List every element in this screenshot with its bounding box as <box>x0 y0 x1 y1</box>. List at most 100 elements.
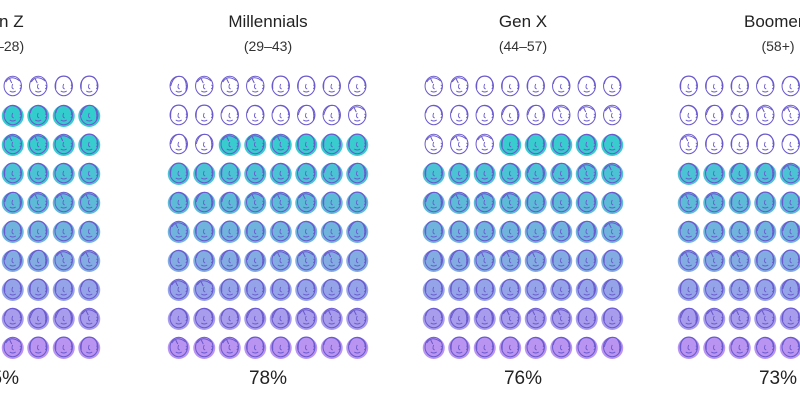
empty-person-icon <box>195 104 214 126</box>
filled-person-icon <box>524 162 547 185</box>
empty-person-icon <box>679 104 698 126</box>
filled-person-icon <box>244 336 267 359</box>
filled-person-icon <box>320 307 343 330</box>
empty-person-icon <box>297 104 316 126</box>
filled-person-icon <box>269 133 292 156</box>
empty-person-icon <box>246 104 265 126</box>
filled-person-icon <box>27 307 50 330</box>
filled-person-icon <box>346 220 369 243</box>
filled-person-icon <box>422 249 445 272</box>
panel-age-range: (58+) <box>761 38 795 54</box>
filled-person-icon <box>167 336 190 359</box>
filled-person-icon <box>52 104 75 127</box>
empty-person-icon <box>195 75 214 97</box>
filled-person-icon <box>422 191 445 214</box>
empty-person-icon <box>603 75 622 97</box>
filled-person-icon <box>193 278 216 301</box>
filled-person-icon <box>78 162 101 185</box>
filled-person-icon <box>728 191 751 214</box>
filled-person-icon <box>575 133 598 156</box>
filled-person-icon <box>422 220 445 243</box>
filled-person-icon <box>218 162 241 185</box>
filled-person-icon <box>1 278 24 301</box>
filled-person-icon <box>779 249 800 272</box>
filled-person-icon <box>269 162 292 185</box>
filled-person-icon <box>269 191 292 214</box>
filled-person-icon <box>779 307 800 330</box>
filled-person-icon <box>193 336 216 359</box>
empty-person-icon <box>781 133 800 155</box>
filled-person-icon <box>295 278 318 301</box>
filled-person-icon <box>346 278 369 301</box>
filled-person-icon <box>27 191 50 214</box>
filled-person-icon <box>320 162 343 185</box>
filled-person-icon <box>677 249 700 272</box>
panel-percent-label: 85% <box>0 368 20 389</box>
filled-person-icon <box>448 307 471 330</box>
empty-person-icon <box>297 75 316 97</box>
empty-person-icon <box>220 75 239 97</box>
filled-person-icon <box>1 249 24 272</box>
empty-person-icon <box>552 75 571 97</box>
filled-person-icon <box>1 336 24 359</box>
filled-person-icon <box>728 278 751 301</box>
empty-person-icon <box>526 75 545 97</box>
filled-person-icon <box>754 191 777 214</box>
filled-person-icon <box>295 133 318 156</box>
filled-person-icon <box>244 191 267 214</box>
filled-person-icon <box>78 133 101 156</box>
panel-title: Gen X <box>498 12 548 31</box>
filled-person-icon <box>218 278 241 301</box>
empty-person-icon <box>679 133 698 155</box>
empty-person-icon <box>246 75 265 97</box>
filled-person-icon <box>524 133 547 156</box>
filled-person-icon <box>601 249 624 272</box>
empty-person-icon <box>475 75 494 97</box>
empty-person-icon <box>450 104 469 126</box>
empty-person-icon <box>501 75 520 97</box>
empty-person-icon <box>577 104 596 126</box>
icon-grid <box>677 75 800 359</box>
empty-person-icon <box>450 133 469 155</box>
generation-panel: Boomers (58+) 73% <box>668 0 800 400</box>
filled-person-icon <box>346 191 369 214</box>
filled-person-icon <box>52 249 75 272</box>
filled-person-icon <box>295 249 318 272</box>
filled-person-icon <box>703 162 726 185</box>
filled-person-icon <box>193 191 216 214</box>
filled-person-icon <box>52 336 75 359</box>
filled-person-icon <box>422 162 445 185</box>
empty-person-icon <box>424 75 443 97</box>
filled-person-icon <box>677 278 700 301</box>
filled-person-icon <box>524 249 547 272</box>
filled-person-icon <box>575 220 598 243</box>
filled-person-icon <box>1 133 24 156</box>
filled-person-icon <box>728 220 751 243</box>
empty-person-icon <box>169 133 188 155</box>
filled-person-icon <box>295 307 318 330</box>
filled-person-icon <box>703 220 726 243</box>
filled-person-icon <box>320 220 343 243</box>
panel-title: Millennials <box>228 12 308 31</box>
filled-person-icon <box>346 336 369 359</box>
filled-person-icon <box>295 220 318 243</box>
filled-person-icon <box>448 278 471 301</box>
filled-person-icon <box>448 336 471 359</box>
filled-person-icon <box>448 162 471 185</box>
filled-person-icon <box>320 191 343 214</box>
filled-person-icon <box>575 249 598 272</box>
empty-person-icon <box>577 75 596 97</box>
panel-title: Gen Z <box>0 12 24 31</box>
filled-person-icon <box>601 336 624 359</box>
filled-person-icon <box>1 104 24 127</box>
filled-person-icon <box>575 307 598 330</box>
filled-person-icon <box>244 307 267 330</box>
filled-person-icon <box>601 307 624 330</box>
filled-person-icon <box>601 162 624 185</box>
filled-person-icon <box>27 104 50 127</box>
filled-person-icon <box>550 249 573 272</box>
filled-person-icon <box>473 336 496 359</box>
filled-person-icon <box>27 133 50 156</box>
filled-person-icon <box>575 278 598 301</box>
